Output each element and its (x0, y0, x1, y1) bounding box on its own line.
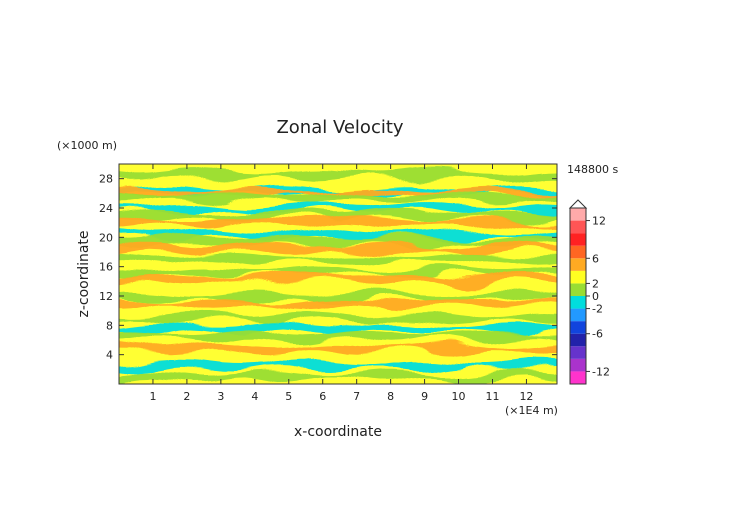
x-axis-label: x-coordinate (294, 424, 382, 440)
contour-band (119, 252, 557, 264)
y-tick-label: 28 (99, 173, 113, 186)
y-unit-label: (×1000 m) (57, 139, 117, 152)
colorbar-swatch (570, 358, 586, 372)
colorbar-swatch (570, 308, 586, 322)
colorbar-swatch (570, 283, 586, 296)
contour-band (119, 360, 557, 372)
y-tick-label: 20 (99, 231, 113, 244)
x-tick-label: 7 (353, 390, 360, 403)
time-label: 148800 s (567, 163, 618, 176)
colorbar-swatch (570, 245, 586, 259)
contour-band (119, 217, 557, 229)
x-tick-label: 10 (452, 390, 466, 403)
x-tick-label: 11 (485, 390, 499, 403)
x-tick-label: 3 (217, 390, 224, 403)
contour-band (119, 274, 557, 286)
x-tick-label: 5 (285, 390, 292, 403)
x-axis: 1 2 3 4 5 6 7 8 9 10 11 12 (149, 164, 533, 403)
x-tick-label: 2 (183, 390, 190, 403)
colorbar-swatch (570, 296, 586, 309)
y-axis: 4 8 12 16 20 24 28 (99, 173, 557, 362)
x-unit-label: (×1E4 m) (505, 404, 558, 417)
x-tick-label: 12 (519, 390, 533, 403)
colorbar-tick-label: -12 (592, 365, 610, 378)
x-tick-label: 8 (387, 390, 394, 403)
contour-band (119, 267, 557, 279)
colorbar-tick-label: 12 (592, 215, 606, 228)
contour-band (119, 169, 557, 181)
y-tick-label: 12 (99, 290, 113, 303)
contour-band (119, 371, 557, 383)
colorbar-tick-label: 0 (592, 290, 599, 303)
contour-band (119, 312, 557, 324)
colorbar-tick-label: 6 (592, 252, 599, 265)
contour-band (119, 235, 557, 247)
x-tick-label: 4 (251, 390, 258, 403)
contour-band (119, 330, 557, 343)
colorbar-tick-label: -6 (592, 328, 603, 341)
contour-band (119, 191, 557, 203)
contour-band (119, 242, 557, 254)
colorbar-swatch (570, 333, 586, 347)
x-tick-label: 9 (421, 390, 428, 403)
colorbar-swatch (570, 321, 586, 334)
y-tick-label: 8 (106, 319, 113, 332)
plot-area (119, 164, 557, 384)
contour-band (119, 343, 557, 355)
y-tick-label: 16 (99, 261, 113, 274)
x-tick-label: 6 (319, 390, 326, 403)
colorbar-swatch (570, 233, 586, 246)
colorbar-swatch (570, 346, 586, 359)
contour-band (119, 202, 557, 214)
y-tick-label: 24 (99, 202, 113, 215)
contour-band (119, 322, 557, 334)
colorbar-swatch (570, 371, 586, 384)
colorbar-swatch (570, 220, 586, 234)
colorbar-extend-triangle (568, 199, 588, 209)
colorbar: -12 -6 -202 6 12 (568, 199, 610, 385)
chart-title: Zonal Velocity (276, 117, 403, 138)
plot-frame (118, 163, 558, 385)
contour-bands (119, 169, 557, 383)
colorbar-tick-label: 2 (592, 277, 599, 290)
colorbar-tick-label: -2 (592, 303, 603, 316)
y-tick-label: 4 (106, 349, 113, 362)
colorbar-swatch (570, 258, 586, 271)
colorbar-swatch (570, 270, 586, 284)
contour-band (119, 297, 557, 310)
colorbar-swatch (570, 208, 586, 221)
x-tick-label: 1 (149, 390, 156, 403)
y-axis-label: z-coordinate (76, 230, 92, 317)
